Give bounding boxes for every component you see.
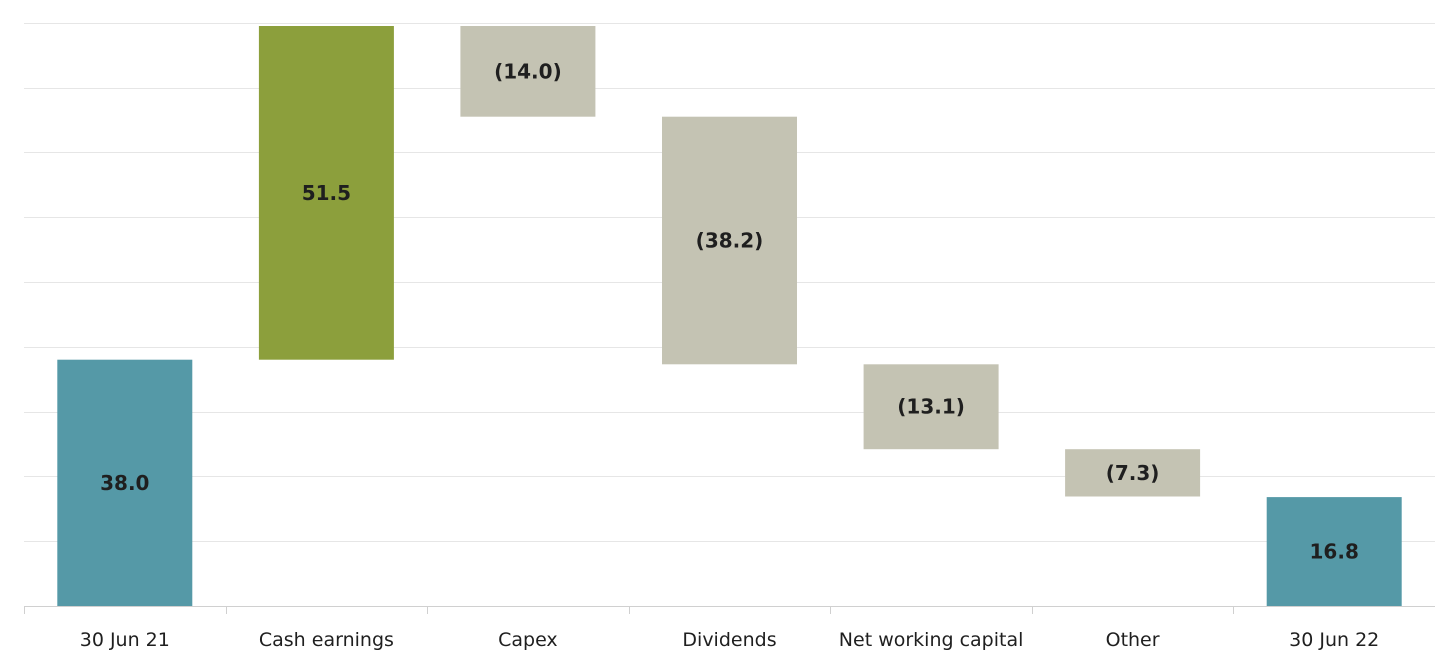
data-label: 16.8 (1310, 540, 1359, 564)
bar-other (1065, 449, 1201, 497)
x-axis: 30 Jun 21 Cash earnings Capex Dividends Net … (24, 606, 1435, 651)
bar-net-working-capital (863, 364, 999, 450)
bar-cash-earnings (258, 26, 394, 360)
bars: 38.0 51.5 (14.0) (38.2) (13.1) (7.3) 16.8 (57, 26, 1402, 606)
x-tick-label: Capex (498, 629, 558, 651)
data-label: 51.5 (302, 181, 351, 205)
data-label: (7.3) (1106, 461, 1160, 485)
bar-capex (460, 26, 596, 117)
x-tick-label: Other (1106, 629, 1160, 651)
x-tick-label: Cash earnings (259, 629, 394, 651)
bar-30-jun-22 (1266, 497, 1402, 606)
bar-30-jun-21 (57, 359, 193, 606)
x-tick-label: 30 Jun 21 (80, 629, 170, 651)
x-tick-label: 30 Jun 22 (1289, 629, 1379, 651)
bar-dividends (662, 116, 797, 365)
data-label: (13.1) (897, 395, 965, 419)
data-label: 38.0 (100, 471, 149, 495)
x-tick-label: Dividends (682, 629, 776, 651)
data-label: (38.2) (696, 229, 764, 253)
data-label: (14.0) (494, 59, 562, 83)
x-tick-label: Net working capital (839, 629, 1024, 651)
